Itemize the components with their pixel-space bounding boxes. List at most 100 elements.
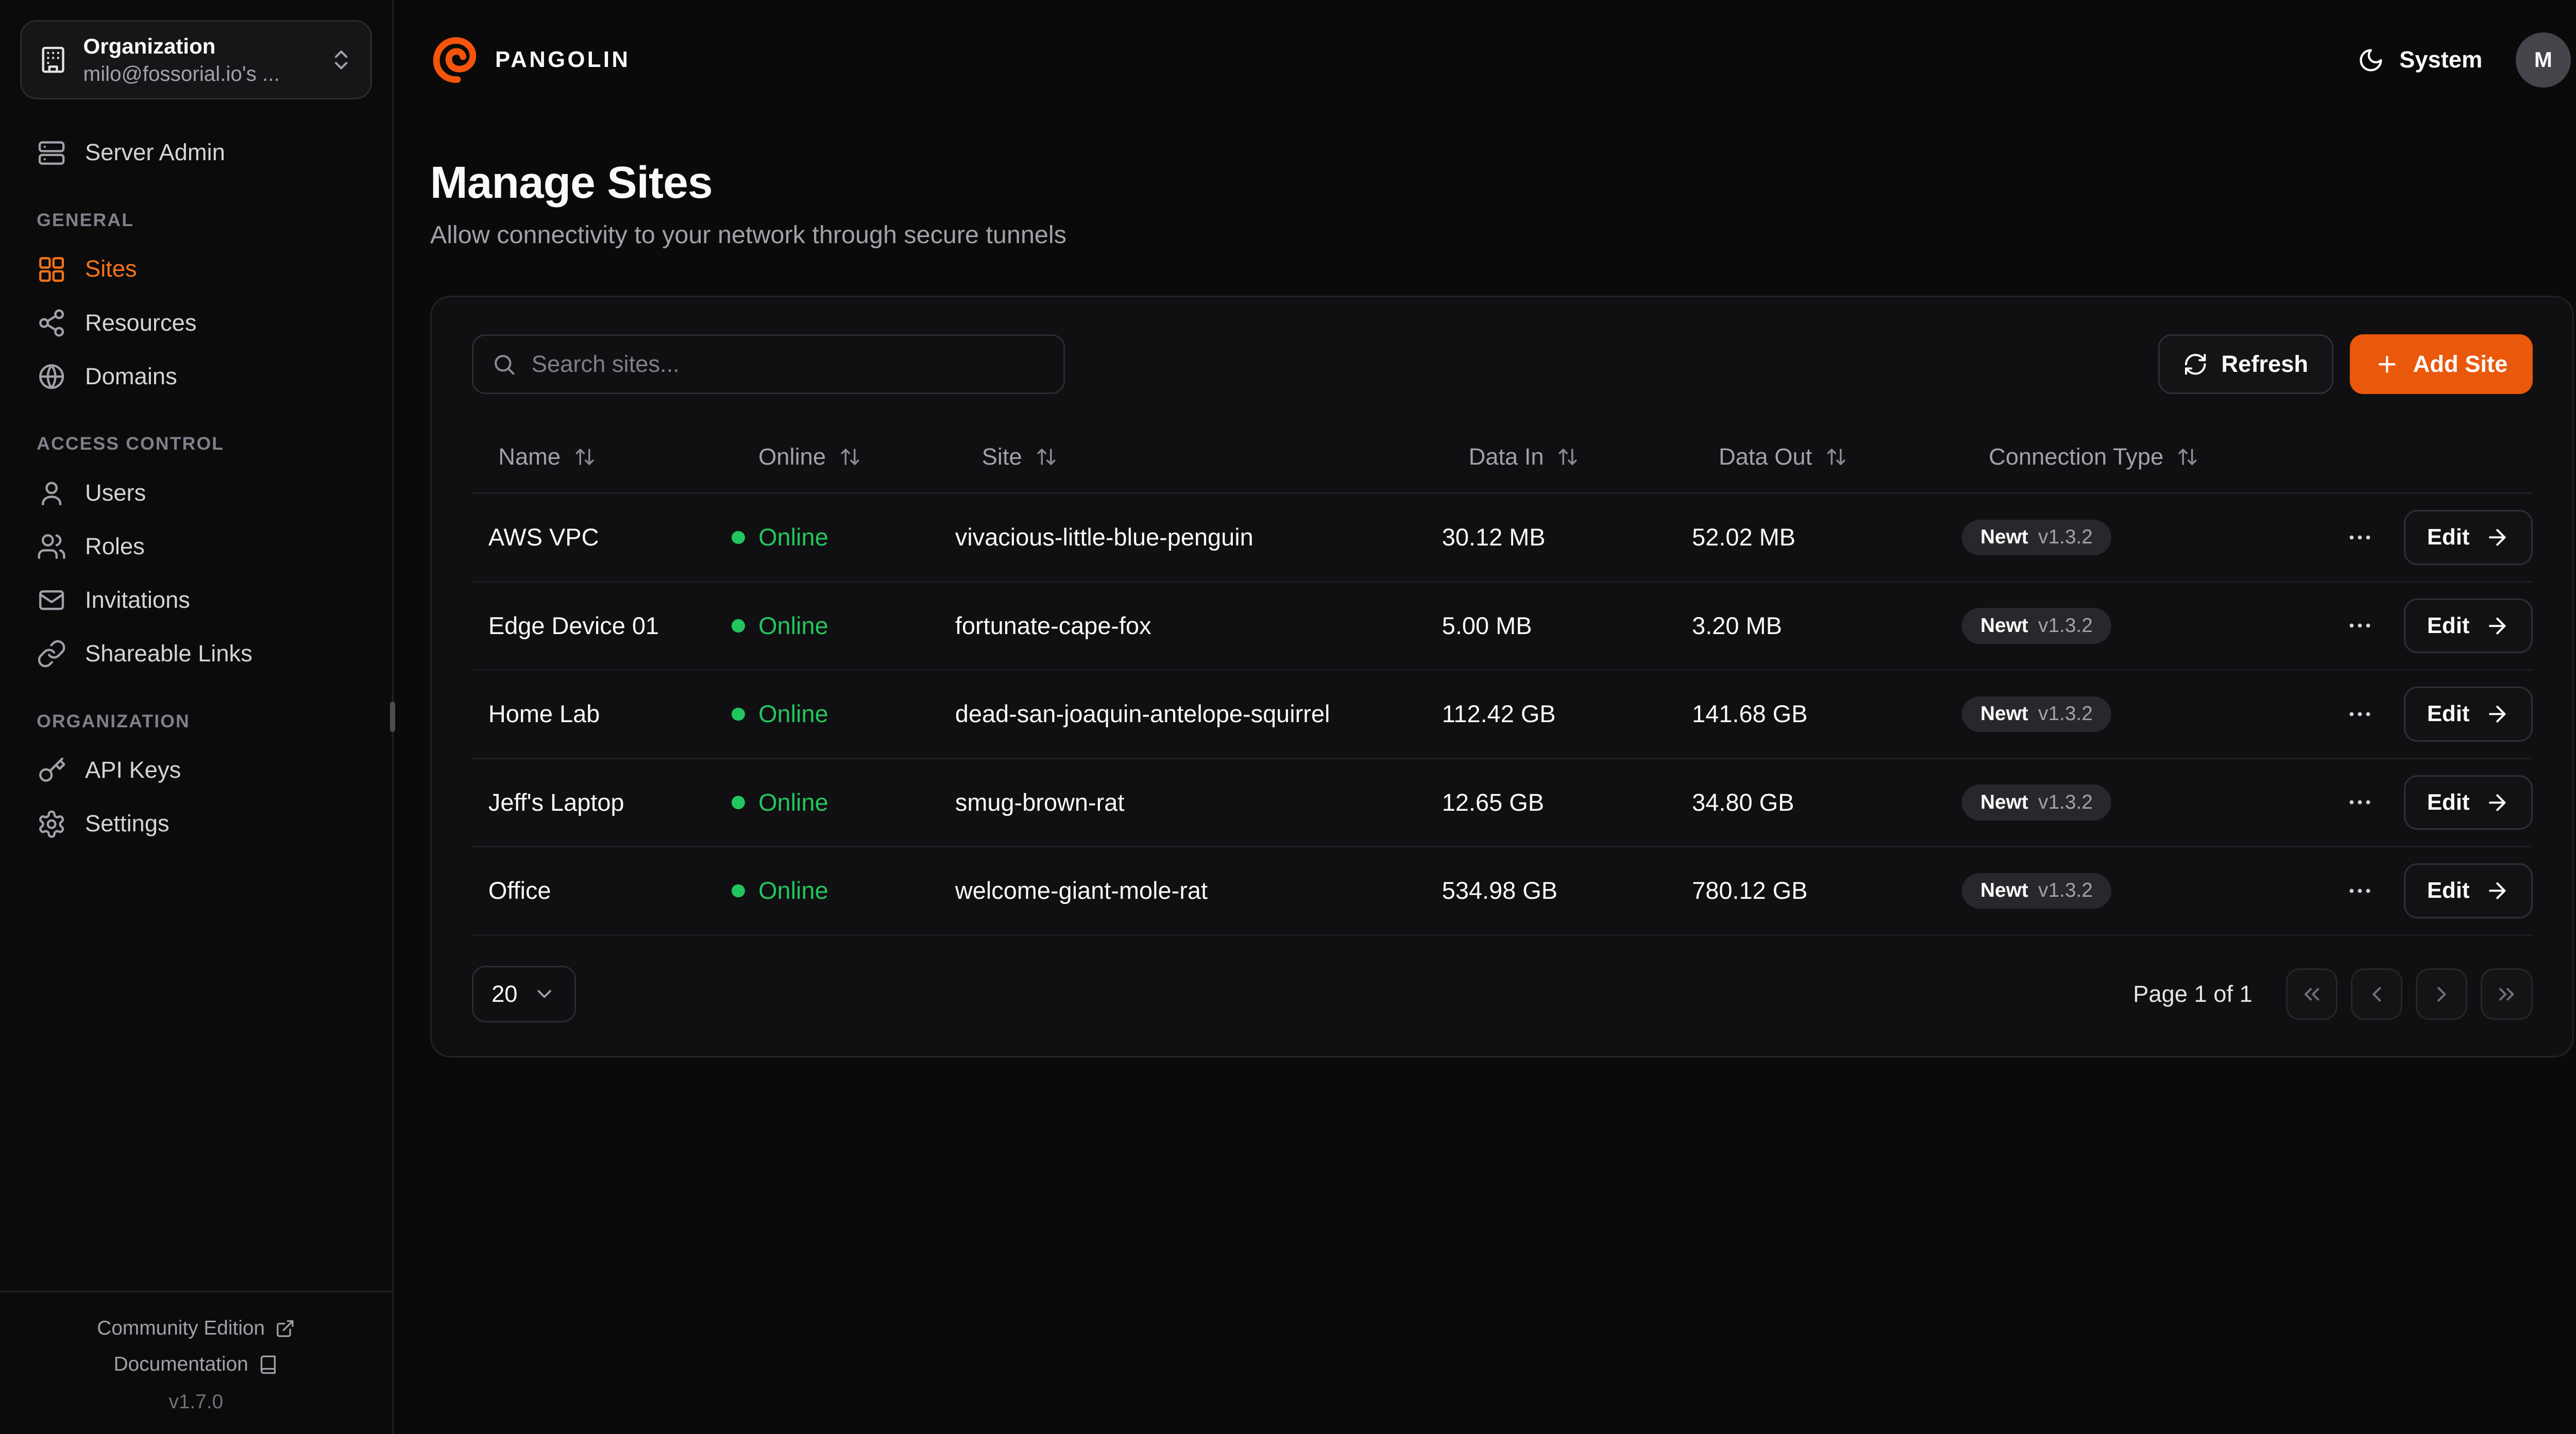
next-page-button[interactable] — [2416, 968, 2468, 1020]
edit-button[interactable]: Edit — [2403, 687, 2533, 742]
server-icon — [37, 138, 66, 168]
row-actions: Edit — [2339, 687, 2546, 742]
data-out: 3.20 MB — [1692, 612, 1782, 639]
online-status: Online — [732, 877, 955, 904]
sidebar-section-access-control: ACCESS CONTROL — [37, 433, 225, 454]
table-row: Jeff's Laptop Online smug-brown-rat 12.6… — [471, 759, 2533, 848]
online-dot — [732, 707, 745, 721]
org-switcher[interactable]: Organization milo@fossorial.io's ... — [20, 20, 372, 99]
row-actions: Edit — [2339, 510, 2546, 565]
table-row: Edge Device 01 Online fortunate-cape-fox… — [471, 583, 2533, 671]
site-name: AWS VPC — [488, 524, 599, 551]
data-out: 141.68 GB — [1692, 701, 1808, 728]
table-row: AWS VPC Online vivacious-little-blue-pen… — [471, 494, 2533, 583]
site-name: Home Lab — [488, 701, 600, 728]
brand: PANGOLIN — [430, 35, 630, 85]
prev-page-button[interactable] — [2350, 968, 2403, 1020]
organization-building-icon — [38, 45, 68, 75]
ellipsis-icon — [2346, 788, 2374, 816]
ellipsis-icon — [2346, 700, 2374, 728]
data-out: 780.12 GB — [1692, 877, 1808, 904]
row-menu-button[interactable] — [2339, 782, 2381, 824]
page-header: Manage Sites Allow connectivity to your … — [394, 120, 2576, 249]
sidebar-item-roles[interactable]: Roles — [20, 520, 372, 573]
add-site-label: Add Site — [2413, 350, 2508, 377]
sidebar-item-label: Invitations — [85, 587, 190, 613]
search-input[interactable] — [531, 350, 1045, 378]
sort-icon — [1036, 446, 1057, 468]
sidebar-item-label: Users — [85, 479, 146, 506]
sidebar-item-label: Domains — [85, 363, 177, 389]
search-box — [471, 334, 1065, 395]
sidebar-item-server-admin[interactable]: Server Admin — [20, 126, 372, 180]
documentation-link[interactable]: Documentation — [16, 1346, 375, 1382]
site-name: Jeff's Laptop — [488, 789, 624, 816]
column-header-connection-type[interactable]: Connection Type — [1962, 443, 2338, 470]
row-menu-button[interactable] — [2339, 870, 2381, 912]
theme-toggle[interactable]: System — [2358, 46, 2482, 73]
user-icon — [37, 478, 66, 508]
column-header-name[interactable]: Name — [472, 443, 732, 470]
moon-icon — [2358, 47, 2384, 74]
sidebar-item-label: Shareable Links — [85, 640, 252, 667]
online-status: Online — [732, 700, 955, 728]
chevron-down-icon — [533, 982, 556, 1005]
sidebar-item-label: Resources — [85, 309, 197, 336]
page-buttons — [2285, 968, 2533, 1020]
data-in: 30.12 MB — [1442, 524, 1546, 551]
community-edition-link[interactable]: Community Edition — [16, 1310, 375, 1346]
add-site-button[interactable]: Add Site — [2349, 334, 2533, 395]
avatar[interactable]: M — [2515, 32, 2571, 88]
sidebar-item-label: Server Admin — [85, 139, 225, 166]
data-in: 534.98 GB — [1442, 877, 1558, 904]
sidebar-resize-handle[interactable] — [390, 702, 396, 732]
org-switcher-text: Organization milo@fossorial.io's ... — [83, 33, 314, 86]
sort-icon — [839, 446, 861, 468]
topbar: PANGOLIN System M — [394, 0, 2576, 120]
arrow-right-icon — [2485, 878, 2510, 903]
column-header-data-out[interactable]: Data Out — [1692, 443, 1962, 470]
sidebar-item-sites[interactable]: Sites — [20, 243, 372, 296]
online-dot — [732, 531, 745, 544]
sidebar-item-resources[interactable]: Resources — [20, 296, 372, 350]
column-header-site[interactable]: Site — [955, 443, 1442, 470]
topbar-right: System M — [2358, 32, 2571, 88]
sidebar-item-settings[interactable]: Settings — [20, 797, 372, 851]
row-menu-button[interactable] — [2339, 693, 2381, 735]
table-row: Home Lab Online dead-san-joaquin-antelop… — [471, 671, 2533, 759]
site-slug: dead-san-joaquin-antelope-squirrel — [955, 701, 1330, 728]
column-header-online[interactable]: Online — [732, 443, 955, 470]
arrow-right-icon — [2485, 525, 2510, 550]
mail-icon — [37, 585, 66, 615]
column-header-data-in[interactable]: Data In — [1442, 443, 1692, 470]
first-page-button[interactable] — [2285, 968, 2338, 1020]
sidebar-item-domains[interactable]: Domains — [20, 350, 372, 403]
page-size-select[interactable]: 20 — [471, 965, 576, 1022]
edit-button[interactable]: Edit — [2403, 510, 2533, 565]
edit-button[interactable]: Edit — [2403, 863, 2533, 918]
online-dot — [732, 796, 745, 809]
last-page-button[interactable] — [2481, 968, 2533, 1020]
data-in: 12.65 GB — [1442, 789, 1544, 816]
connection-type-badge: Newt v1.3.2 — [1962, 873, 2111, 909]
row-menu-button[interactable] — [2339, 517, 2381, 558]
edit-button[interactable]: Edit — [2403, 775, 2533, 830]
data-in: 112.42 GB — [1442, 701, 1556, 728]
sites-card: Refresh Add Site Name — [430, 296, 2574, 1057]
globe-icon — [37, 362, 66, 391]
refresh-button[interactable]: Refresh — [2158, 334, 2333, 395]
sites-grid-icon — [37, 254, 66, 284]
org-switcher-label: Organization — [83, 34, 216, 59]
sidebar-item-api-keys[interactable]: API Keys — [20, 744, 372, 797]
online-dot — [732, 619, 745, 633]
edit-button[interactable]: Edit — [2403, 598, 2533, 654]
row-menu-button[interactable] — [2339, 605, 2381, 647]
row-actions: Edit — [2339, 775, 2546, 830]
sidebar-item-users[interactable]: Users — [20, 466, 372, 520]
connection-type-badge: Newt v1.3.2 — [1962, 608, 2111, 644]
ellipsis-icon — [2346, 877, 2374, 905]
sidebar-item-shareable-links[interactable]: Shareable Links — [20, 627, 372, 681]
sidebar-item-invitations[interactable]: Invitations — [20, 573, 372, 627]
org-switcher-value: milo@fossorial.io's ... — [83, 62, 280, 86]
search-icon — [492, 352, 517, 377]
